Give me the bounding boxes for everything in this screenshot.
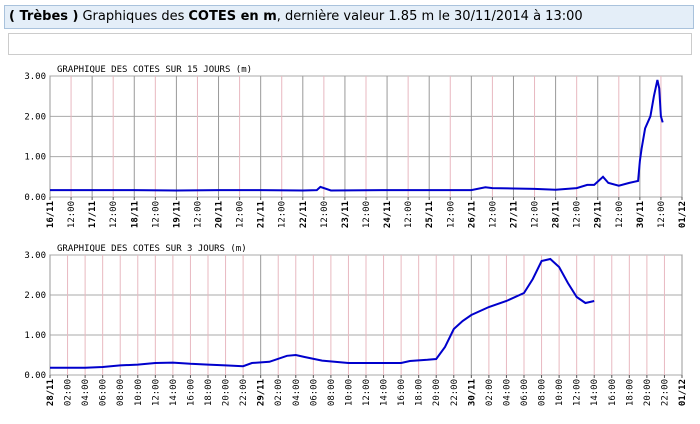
header: ( Trèbes ) Graphiques des COTES en m, dern… — [4, 5, 694, 29]
x-tick-label: 10:00 — [344, 379, 354, 406]
location: ( Trèbes ) — [9, 9, 79, 24]
x-tick-label: 16:00 — [186, 379, 196, 406]
x-tick-label: 12:00 — [446, 201, 456, 228]
x-tick-label: 04:00 — [502, 379, 512, 406]
x-tick-label: 23/11 — [341, 201, 351, 228]
x-tick-label: 20:00 — [432, 379, 442, 406]
x-tick-label: 12:00 — [193, 201, 203, 228]
x-tick-label: 22:00 — [450, 379, 460, 406]
x-tick-label: 24/11 — [383, 201, 393, 228]
chart-title: GRAPHIQUE DES COTES SUR 3 JOURS (m) — [57, 244, 247, 254]
x-tick-label: 20:00 — [222, 379, 232, 406]
x-tick-label: 28/11 — [46, 379, 56, 406]
x-tick-label: 12:00 — [109, 201, 119, 228]
x-tick-label: 27/11 — [509, 201, 519, 228]
series-line — [50, 79, 664, 192]
x-tick-label: 10:00 — [134, 379, 144, 406]
x-tick-label: 22:00 — [660, 379, 670, 406]
x-tick-label: 16/11 — [46, 201, 56, 228]
x-tick-label: 30/11 — [467, 379, 477, 406]
x-tick-label: 12:00 — [657, 201, 667, 228]
x-tick-label: 29/11 — [594, 201, 604, 228]
x-tick-label: 16:00 — [397, 379, 407, 406]
x-tick-label: 12:00 — [573, 201, 583, 228]
x-tick-label: 20:00 — [643, 379, 653, 406]
x-tick-label: 01/12 — [678, 379, 688, 406]
x-tick-label: 29/11 — [257, 379, 267, 406]
x-tick-label: 26/11 — [467, 201, 477, 228]
x-tick-label: 06:00 — [309, 379, 319, 406]
y-tick-label: 1.00 — [24, 153, 46, 163]
x-tick-label: 12:00 — [67, 201, 77, 228]
y-tick-label: 3.00 — [24, 72, 46, 82]
x-tick-label: 12:00 — [615, 201, 625, 228]
x-tick-label: 12:00 — [151, 201, 161, 228]
x-tick-label: 12:00 — [362, 379, 372, 406]
x-tick-label: 12:00 — [151, 379, 161, 406]
x-tick-label: 18:00 — [415, 379, 425, 406]
x-tick-label: 18:00 — [625, 379, 635, 406]
chart-title: GRAPHIQUE DES COTES SUR 15 JOURS (m) — [57, 65, 252, 75]
x-tick-label: 12:00 — [236, 201, 246, 228]
x-tick-label: 04:00 — [292, 379, 302, 406]
header-text: , dernière valeur 1.85 m le 30/11/2014 à… — [276, 9, 583, 24]
x-tick-label: 06:00 — [520, 379, 530, 406]
x-tick-label: 12:00 — [531, 201, 541, 228]
x-tick-label: 14:00 — [380, 379, 390, 406]
x-tick-label: 30/11 — [636, 201, 646, 228]
x-tick-label: 04:00 — [81, 379, 91, 406]
x-tick-label: 19/11 — [172, 201, 182, 228]
x-tick-label: 01/12 — [678, 201, 688, 228]
x-tick-label: 14:00 — [169, 379, 179, 406]
x-tick-label: 18:00 — [204, 379, 214, 406]
x-tick-label: 25/11 — [425, 201, 435, 228]
y-tick-label: 1.00 — [24, 331, 46, 341]
x-tick-label: 21/11 — [257, 201, 267, 228]
empty-panel — [8, 33, 692, 55]
x-tick-label: 22/11 — [299, 201, 309, 228]
y-tick-label: 3.00 — [24, 251, 46, 261]
x-tick-label: 17/11 — [88, 201, 98, 228]
x-tick-label: 10:00 — [555, 379, 565, 406]
x-tick-label: 28/11 — [552, 201, 562, 228]
series-line — [50, 257, 595, 369]
x-tick-label: 02:00 — [274, 379, 284, 406]
x-tick-label: 12:00 — [488, 201, 498, 228]
y-tick-label: 2.00 — [24, 112, 46, 122]
header-text: Graphiques des — [82, 9, 185, 24]
x-tick-label: 12:00 — [362, 201, 372, 228]
x-tick-label: 08:00 — [538, 379, 548, 406]
x-tick-label: 08:00 — [116, 379, 126, 406]
x-tick-label: 20/11 — [215, 201, 225, 228]
x-tick-label: 16:00 — [608, 379, 618, 406]
x-tick-label: 12:00 — [573, 379, 583, 406]
x-tick-label: 12:00 — [320, 201, 330, 228]
y-tick-label: 0.00 — [24, 193, 46, 203]
x-tick-label: 22:00 — [239, 379, 249, 406]
y-tick-label: 2.00 — [24, 291, 46, 301]
x-tick-label: 02:00 — [64, 379, 74, 406]
measure: COTES en m — [188, 9, 277, 24]
x-tick-label: 12:00 — [404, 201, 414, 228]
x-tick-label: 02:00 — [485, 379, 495, 406]
x-tick-label: 08:00 — [327, 379, 337, 406]
x-tick-label: 14:00 — [590, 379, 600, 406]
x-tick-label: 18/11 — [130, 201, 140, 228]
x-tick-label: 06:00 — [99, 379, 109, 406]
x-tick-label: 12:00 — [278, 201, 288, 228]
y-tick-label: 0.00 — [24, 371, 46, 381]
